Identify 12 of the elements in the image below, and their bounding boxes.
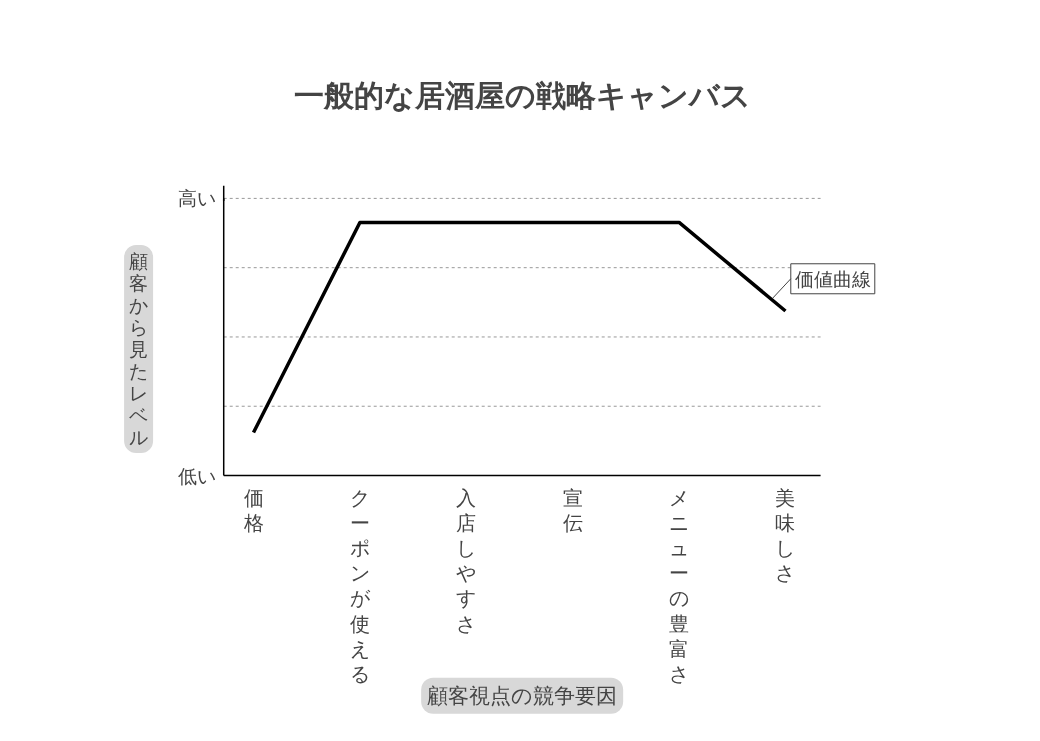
- x-tick-label: クーポンが使える: [349, 485, 371, 687]
- x-tick-label: メニューの豊富さ: [669, 485, 690, 687]
- x-tick-label: 宣伝: [562, 485, 583, 535]
- x-axis-title: 顧客視点の競争要因: [427, 683, 618, 708]
- annotation: 価値曲線: [794, 267, 871, 290]
- text: 高い: [177, 187, 216, 210]
- text: 低い: [177, 464, 216, 487]
- x-tick-label: 価格: [242, 485, 264, 535]
- chart-title: 一般的な居酒屋の戦略キャンバス: [293, 78, 751, 114]
- x-tick-label: 美味しさ: [775, 485, 796, 586]
- text: 顧客から見たレベル: [129, 249, 149, 448]
- x-tick-label: 入店しやすさ: [456, 485, 477, 636]
